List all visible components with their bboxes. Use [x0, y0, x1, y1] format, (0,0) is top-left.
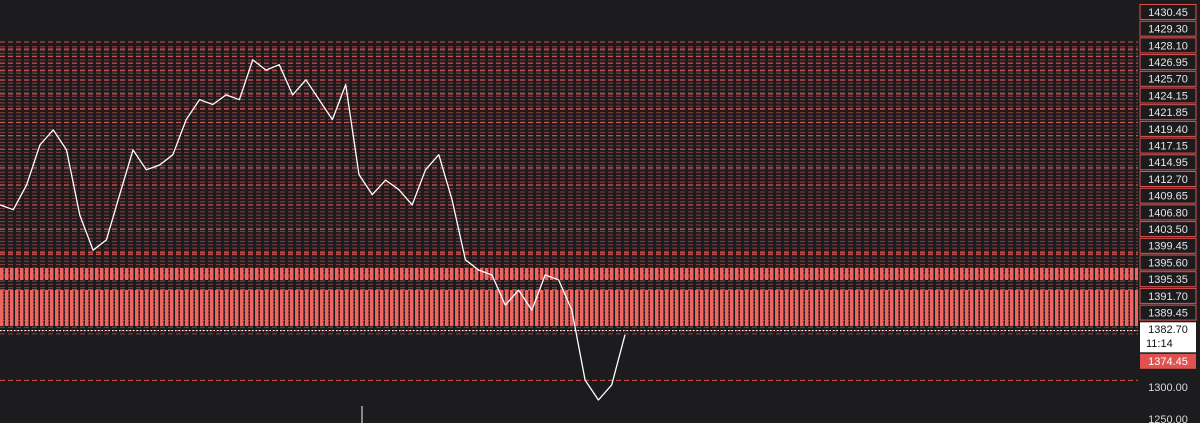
price-tag: [1139, 221, 1197, 238]
price-tag: [1139, 287, 1197, 304]
price-tag: [1139, 87, 1197, 104]
price-tag: [1139, 237, 1197, 254]
price-tag-label: 1399.45: [1148, 241, 1188, 253]
price-tag-label: 1428.10: [1148, 40, 1188, 52]
price-tag: [1139, 104, 1197, 121]
price-tag-label: 1391.70: [1148, 291, 1188, 303]
price-tag: [1139, 187, 1197, 204]
y-axis-label: 1250.00: [1148, 414, 1188, 423]
order-band: [0, 268, 1138, 280]
price-tag: [1139, 204, 1197, 221]
price-tag-label: 1419.40: [1148, 124, 1188, 136]
price-tag-label: 1426.95: [1148, 57, 1188, 69]
price-tag-label: 1403.50: [1148, 224, 1188, 236]
order-price-tag: [1140, 353, 1196, 369]
price-tag-label: 1409.65: [1148, 191, 1188, 203]
price-tag: [1139, 154, 1197, 171]
price-tag: [1139, 20, 1197, 37]
price-tag: [1139, 304, 1197, 321]
price-tag-label: 1430.45: [1148, 7, 1188, 19]
countdown-label: 11:14: [1146, 338, 1173, 350]
price-tag-label: 1412.70: [1148, 174, 1188, 186]
order-levels-pattern: [0, 45, 1138, 335]
order-band: [0, 290, 1138, 326]
y-axis-label: 1300.00: [1148, 382, 1188, 394]
price-tag-label: 1424.15: [1148, 90, 1188, 102]
order-price-label: 1374.45: [1148, 356, 1188, 368]
price-tag: [1139, 54, 1197, 71]
price-tag: [1139, 4, 1197, 20]
price-tag-label: 1395.60: [1148, 257, 1188, 269]
price-tag: [1139, 254, 1197, 271]
price-tag-label: 1425.70: [1148, 74, 1188, 86]
price-tag-label: 1406.80: [1148, 207, 1188, 219]
price-tag: [1139, 271, 1197, 288]
price-tag-label: 1417.15: [1148, 141, 1188, 153]
price-tag: [1139, 137, 1197, 154]
price-tag-label: 1421.85: [1148, 107, 1188, 119]
price-tag-label: 1414.95: [1148, 157, 1188, 169]
last-price-label: 1382.70: [1148, 324, 1188, 336]
price-tag-label: 1389.45: [1148, 308, 1188, 320]
price-line: [0, 59, 626, 401]
price-tag: [1139, 171, 1197, 187]
price-tag-label: 1395.35: [1148, 274, 1188, 286]
price-tag: [1139, 37, 1197, 54]
price-tag: [1139, 120, 1197, 137]
price-tag: [1139, 70, 1197, 87]
last-price-tag: [1140, 322, 1196, 353]
price-tag-label: 1429.30: [1148, 24, 1188, 36]
